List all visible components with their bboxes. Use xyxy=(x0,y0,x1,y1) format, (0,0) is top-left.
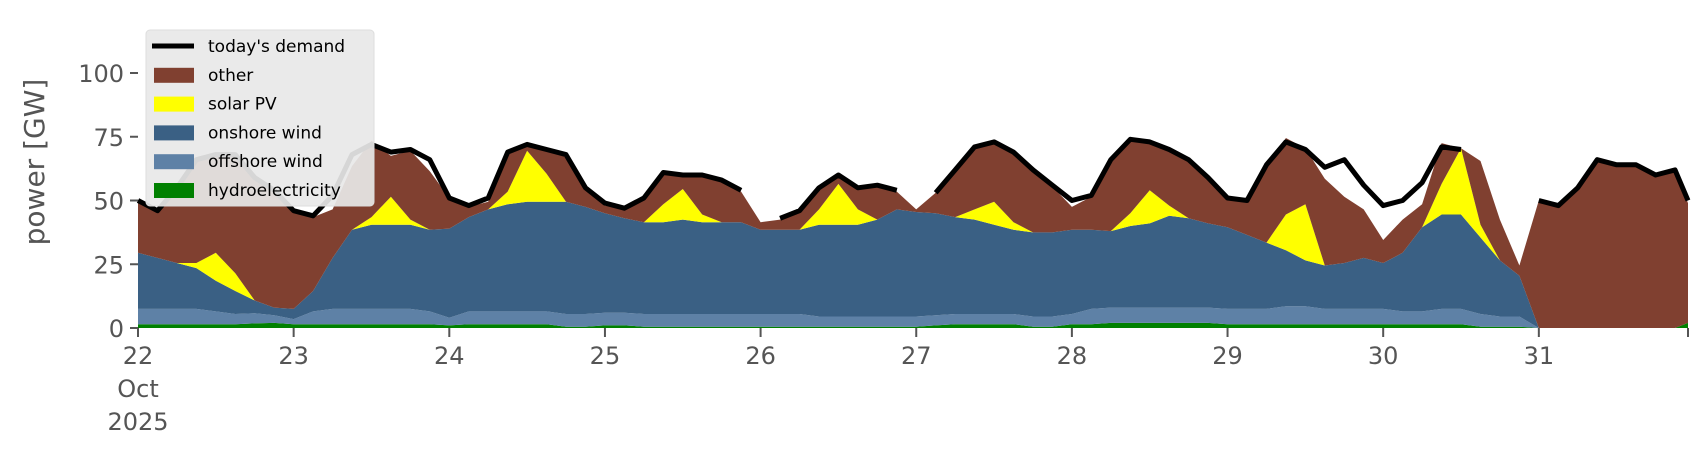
legend-label-today-s-demand: today's demand xyxy=(208,37,345,57)
x-tick-label: 26 xyxy=(745,342,776,370)
demand-line xyxy=(136,136,1691,221)
area-hydroelectricity xyxy=(138,322,1688,328)
y-tick-label: 75 xyxy=(93,124,124,152)
area-offshore-wind xyxy=(138,306,1688,328)
x-tick-label: 27 xyxy=(901,342,932,370)
x-tick-label: 25 xyxy=(590,342,621,370)
area-onshore-wind xyxy=(138,201,1688,328)
legend-label-hydroelectricity: hydroelectricity xyxy=(208,181,341,201)
x-tick-label: Oct xyxy=(117,375,159,403)
x-tick-label: 22 xyxy=(123,342,154,370)
legend-label-offshore-wind: offshore wind xyxy=(208,152,323,172)
x-tick-label: 29 xyxy=(1212,342,1243,370)
area-other xyxy=(138,138,1688,328)
x-tick-label: 2025 xyxy=(107,408,168,436)
legend-label-onshore-wind: onshore wind xyxy=(208,123,322,143)
legend-label-other: other xyxy=(208,66,253,86)
y-axis-title: power [GW] xyxy=(18,79,51,246)
legend: today's demand other solar PV onshore wind o… xyxy=(145,29,375,207)
stacked-areas xyxy=(138,138,1688,328)
x-tick-label: 31 xyxy=(1524,342,1555,370)
x-tick-label: 30 xyxy=(1368,342,1399,370)
legend-swatch-solar-pv xyxy=(154,96,194,112)
y-tick-label: 0 xyxy=(109,315,124,343)
axes: 0 25 50 75 100 22 Oct 2025 23 24 25 26 27 28 29 30 31 xyxy=(78,60,1689,436)
y-tick-label: 100 xyxy=(78,60,124,88)
x-tick-label: 24 xyxy=(434,342,465,370)
y-tick-label: 25 xyxy=(93,251,124,279)
x-tick-label: 28 xyxy=(1057,342,1088,370)
area-solar-pv xyxy=(138,148,1688,328)
x-tick-label: 23 xyxy=(278,342,309,370)
legend-label-solar-pv: solar PV xyxy=(208,95,277,115)
demand-line-group xyxy=(136,136,1691,221)
y-axis-ticks: 0 25 50 75 100 xyxy=(78,60,138,343)
legend-swatch-other xyxy=(154,67,194,83)
legend-swatch-offshore-wind xyxy=(154,154,194,170)
legend-swatch-onshore-wind xyxy=(154,125,194,141)
y-tick-label: 50 xyxy=(93,188,124,216)
legend-box xyxy=(145,29,375,207)
x-axis-ticks: 22 Oct 2025 23 24 25 26 27 28 29 30 31 xyxy=(107,328,1689,436)
legend-swatch-hydroelectricity xyxy=(154,183,194,198)
